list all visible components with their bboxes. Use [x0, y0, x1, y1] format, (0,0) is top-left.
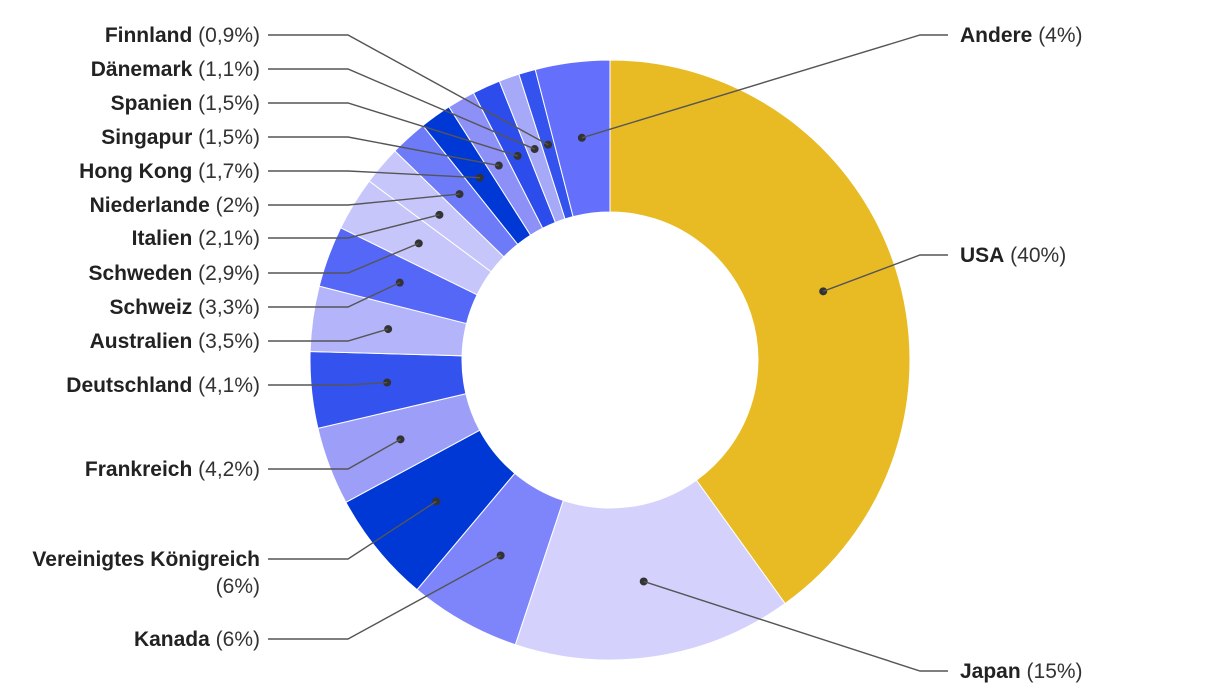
label-percent: (4,2%)	[192, 458, 260, 481]
label-percent: (1,5%)	[192, 126, 260, 149]
donut-slices	[309, 59, 911, 661]
label-percent: (2%)	[210, 194, 260, 217]
leader-kanada	[268, 554, 501, 640]
label-japan: Japan (15%)	[960, 660, 1083, 683]
leader-usa	[822, 254, 948, 292]
label-vereinigtes-koenigreich: Vereinigtes Königreich (6%)	[32, 548, 260, 598]
label-name: Japan	[960, 660, 1021, 683]
slice-japan	[514, 479, 786, 661]
label-name: Dänemark	[91, 58, 193, 81]
label-name: Vereinigtes Königreich	[32, 548, 260, 571]
label-percent: (6%)	[216, 575, 260, 598]
leader-deutschland	[268, 381, 388, 386]
label-name: Andere	[960, 24, 1032, 47]
leader-vereinigtes-koenigreich	[268, 500, 437, 560]
label-percent: (2,1%)	[192, 227, 260, 250]
slice-labels: USA (40%)Japan (15%)Kanada (6%)Vereinigt…	[32, 24, 1082, 683]
label-hong-kong: Hong Kong (1,7%)	[79, 160, 260, 183]
label-percent: (1,7%)	[192, 160, 260, 183]
label-percent: (6%)	[210, 628, 260, 651]
label-percent: (0,9%)	[192, 24, 260, 47]
leader-australien	[268, 328, 389, 342]
label-name: Spanien	[111, 92, 193, 115]
label-italien: Italien (2,1%)	[132, 227, 260, 250]
label-usa: USA (40%)	[960, 244, 1066, 267]
label-name: Kanada	[134, 628, 210, 651]
label-singapur: Singapur (1,5%)	[101, 126, 260, 149]
leader-finnland	[268, 34, 549, 146]
label-percent: (4,1%)	[192, 374, 260, 397]
slice-usa	[609, 59, 911, 605]
label-percent: (1,5%)	[192, 92, 260, 115]
label-name: Australien	[90, 330, 193, 353]
label-deutschland: Deutschland (4,1%)	[66, 374, 260, 397]
leader-schweden	[268, 242, 420, 274]
label-name: Italien	[132, 227, 193, 250]
label-name: Hong Kong	[79, 160, 192, 183]
label-percent: (40%)	[1004, 244, 1066, 267]
label-spanien: Spanien (1,5%)	[111, 92, 260, 115]
label-schweden: Schweden (2,9%)	[88, 262, 260, 285]
leader-schweiz	[268, 282, 401, 308]
label-percent: (3,3%)	[192, 296, 260, 319]
label-percent: (1,1%)	[192, 58, 260, 81]
label-daenemark: Dänemark (1,1%)	[91, 58, 260, 81]
label-name: Niederlande	[90, 194, 210, 217]
leader-frankreich	[268, 438, 401, 470]
label-name: USA	[960, 244, 1004, 267]
label-name: Finnland	[105, 24, 193, 47]
label-frankreich: Frankreich (4,2%)	[85, 458, 260, 481]
label-schweiz: Schweiz (3,3%)	[109, 296, 260, 319]
leader-hong-kong	[268, 170, 480, 179]
label-percent: (4%)	[1032, 24, 1082, 47]
label-percent: (15%)	[1021, 660, 1083, 683]
leader-andere	[581, 34, 948, 139]
leader-daenemark	[268, 68, 535, 150]
label-niederlande: Niederlande (2%)	[90, 194, 260, 217]
label-finnland: Finnland (0,9%)	[105, 24, 260, 47]
label-australien: Australien (3,5%)	[90, 330, 260, 353]
label-name: Schweiz	[109, 296, 192, 319]
leader-niederlande	[268, 193, 460, 206]
leader-japan	[643, 580, 948, 672]
leader-lines	[268, 34, 948, 672]
leader-spanien	[268, 102, 518, 157]
label-name: Frankreich	[85, 458, 192, 481]
label-name: Singapur	[101, 126, 192, 149]
label-andere: Andere (4%)	[960, 24, 1083, 47]
leader-italien	[268, 214, 440, 239]
slice-andere	[534, 59, 611, 218]
label-percent: (2,9%)	[192, 262, 260, 285]
label-name: Deutschland	[66, 374, 192, 397]
label-percent: (3,5%)	[192, 330, 260, 353]
label-name: Schweden	[88, 262, 192, 285]
label-kanada: Kanada (6%)	[134, 628, 260, 651]
leader-singapur	[268, 136, 499, 167]
